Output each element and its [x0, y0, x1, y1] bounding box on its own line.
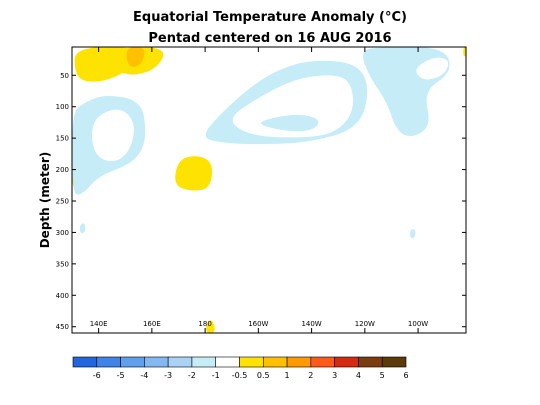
colorbar-label: 3	[332, 371, 337, 380]
anomaly-regions	[72, 47, 466, 333]
plot-frame	[71, 46, 467, 334]
anomaly-region-5	[206, 320, 215, 333]
y-tick-label: 100	[56, 103, 69, 111]
colorbar-label: -1	[212, 371, 220, 380]
colorbar-swatch	[310, 356, 335, 368]
x-tick-label: 140E	[90, 320, 108, 328]
anomaly-region-14	[416, 57, 449, 80]
colorbar: -6 -5 -4 -3 -2 -1 -0.5 0.5 1 2 3 4 5 6	[72, 356, 409, 380]
colorbar-swatch	[191, 356, 217, 368]
colorbar-swatch	[334, 356, 359, 368]
y-tick-label: 150	[56, 135, 69, 143]
colorbar-swatch	[381, 356, 407, 368]
colorbar-swatch	[96, 356, 121, 368]
colorbar-swatch	[215, 356, 240, 368]
colorbar-label: -0.5	[232, 371, 248, 380]
x-tick-label: 160E	[143, 320, 161, 328]
colorbar-swatch	[120, 356, 145, 368]
colorbar-swatch	[262, 356, 288, 368]
anomaly-region-4	[175, 156, 213, 191]
x-axis: 140E 160E 180 160W 140W 120W 100W	[90, 47, 428, 333]
x-tick-label: 120W	[355, 320, 375, 328]
colorbar-label: 5	[380, 371, 385, 380]
anomaly-region-2	[126, 47, 145, 67]
colorbar-label: -4	[140, 371, 148, 380]
y-axis: 50 100 150 200 250 300 350 400 450	[56, 72, 466, 331]
colorbar-label: -2	[188, 371, 196, 380]
y-tick-label: 350	[56, 260, 69, 268]
colorbar-swatch	[144, 356, 169, 368]
chart-subtitle: Pentad centered on 16 AUG 2016	[148, 31, 391, 46]
colorbar-swatch	[358, 356, 383, 368]
y-tick-label: 400	[56, 292, 69, 300]
colorbar-swatch	[286, 356, 312, 368]
y-tick-label: 450	[56, 323, 69, 331]
x-tick-label: 180	[198, 320, 211, 328]
colorbar-label: 1	[285, 371, 290, 380]
x-tick-label: 100W	[408, 320, 428, 328]
y-tick-label: 50	[60, 72, 69, 80]
anomaly-region-11	[410, 229, 416, 239]
colorbar-swatch	[167, 356, 193, 368]
colorbar-label: 0.5	[257, 371, 270, 380]
y-tick-label: 250	[56, 198, 69, 206]
y-tick-label: 200	[56, 166, 69, 174]
y-axis-label: Depth (meter)	[38, 152, 52, 249]
anomaly-region-12	[91, 109, 134, 162]
anomaly-region-15	[261, 114, 319, 132]
colorbar-label: -6	[93, 371, 101, 380]
colorbar-swatch	[239, 356, 264, 368]
chart-title: Equatorial Temperature Anomaly (°C)	[133, 10, 407, 25]
anomaly-region-6	[463, 47, 466, 57]
colorbar-label: 4	[356, 371, 361, 380]
x-tick-label: 140W	[301, 320, 321, 328]
colorbar-label: 2	[308, 371, 313, 380]
x-tick-label: 160W	[248, 320, 268, 328]
plot-area	[71, 46, 467, 334]
y-tick-label: 300	[56, 229, 69, 237]
colorbar-label: 6	[403, 371, 408, 380]
anomaly-region-10	[80, 223, 86, 234]
colorbar-label: -3	[164, 371, 172, 380]
colorbar-swatch	[72, 356, 98, 368]
colorbar-label: -5	[117, 371, 125, 380]
